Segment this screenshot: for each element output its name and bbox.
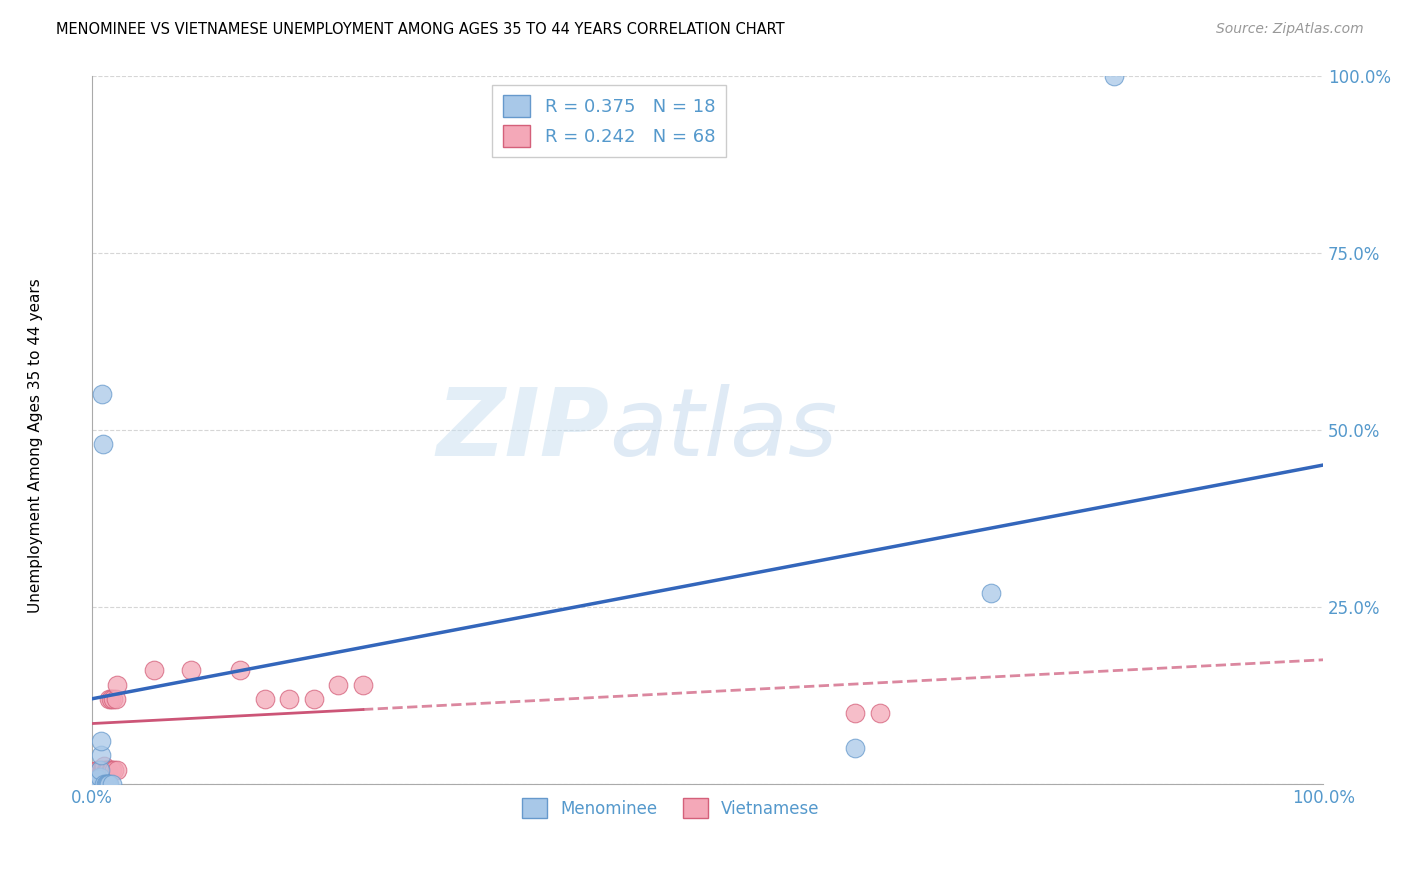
Point [328, 677, 350, 691]
Point [105, 677, 128, 691]
Point [93, 763, 115, 777]
Point [100, 763, 122, 777]
Point [91, 387, 114, 401]
Point [83, 770, 105, 784]
Point [90, 766, 112, 780]
Point [90, 770, 112, 784]
Point [83, 777, 105, 791]
Point [91, 766, 114, 780]
Text: Unemployment Among Ages 35 to 44 years: Unemployment Among Ages 35 to 44 years [28, 278, 42, 614]
Point [97, 777, 120, 791]
Point [104, 691, 127, 706]
Point [83, 777, 105, 791]
Point [89, 763, 111, 777]
Legend: Menominee, Vietnamese: Menominee, Vietnamese [516, 791, 827, 825]
Point [86, 773, 108, 788]
Point [93, 777, 115, 791]
Text: atlas: atlas [609, 384, 838, 475]
Point [180, 664, 202, 678]
Point [84, 777, 107, 791]
Point [83, 777, 105, 791]
Point [87, 763, 110, 777]
Text: Source: ZipAtlas.com: Source: ZipAtlas.com [1216, 22, 1364, 37]
Point [91, 770, 114, 784]
Point [100, 691, 122, 706]
Point [86, 763, 108, 777]
Point [86, 766, 108, 780]
Point [89, 773, 111, 788]
Point [84, 770, 107, 784]
Point [229, 664, 252, 678]
Point [89, 766, 111, 780]
Point [96, 777, 118, 791]
Point [96, 766, 118, 780]
Point [352, 677, 374, 691]
Point [89, 770, 111, 784]
Text: MENOMINEE VS VIETNAMESE UNEMPLOYMENT AMONG AGES 35 TO 44 YEARS CORRELATION CHART: MENOMINEE VS VIETNAMESE UNEMPLOYMENT AMO… [56, 22, 785, 37]
Point [94, 766, 117, 780]
Point [87, 770, 110, 784]
Point [83, 773, 105, 788]
Point [84, 773, 107, 788]
Point [97, 763, 120, 777]
Point [89, 763, 111, 777]
Point [91, 773, 114, 788]
Point [103, 763, 125, 777]
Point [90, 734, 112, 748]
Point [91, 766, 114, 780]
Point [83, 770, 105, 784]
Point [105, 763, 128, 777]
Point [93, 770, 115, 784]
Point [87, 773, 110, 788]
Point [869, 706, 891, 720]
Point [93, 759, 115, 773]
Point [142, 664, 165, 678]
Point [101, 691, 124, 706]
Point [93, 766, 115, 780]
Point [1102, 69, 1125, 83]
Point [844, 706, 866, 720]
Point [87, 777, 110, 791]
Point [96, 763, 118, 777]
Point [253, 691, 276, 706]
Point [84, 766, 107, 780]
Point [91, 763, 114, 777]
Point [83, 766, 105, 780]
Point [98, 691, 121, 706]
Point [94, 777, 117, 791]
Point [87, 774, 110, 789]
Point [83, 777, 105, 791]
Point [91, 770, 114, 784]
Point [91, 437, 114, 451]
Point [87, 772, 110, 787]
Point [98, 777, 121, 791]
Point [844, 741, 866, 756]
Point [89, 770, 111, 784]
Point [278, 691, 301, 706]
Point [86, 773, 108, 788]
Point [101, 763, 124, 777]
Point [94, 763, 117, 777]
Point [90, 773, 112, 788]
Point [302, 691, 325, 706]
Point [980, 585, 1002, 599]
Point [86, 770, 108, 784]
Point [90, 748, 112, 763]
Point [87, 766, 110, 780]
Point [101, 777, 124, 791]
Point [87, 770, 110, 784]
Point [97, 766, 120, 780]
Point [91, 773, 114, 788]
Point [91, 763, 114, 777]
Text: ZIP: ZIP [436, 384, 609, 475]
Point [83, 773, 105, 788]
Point [83, 777, 105, 791]
